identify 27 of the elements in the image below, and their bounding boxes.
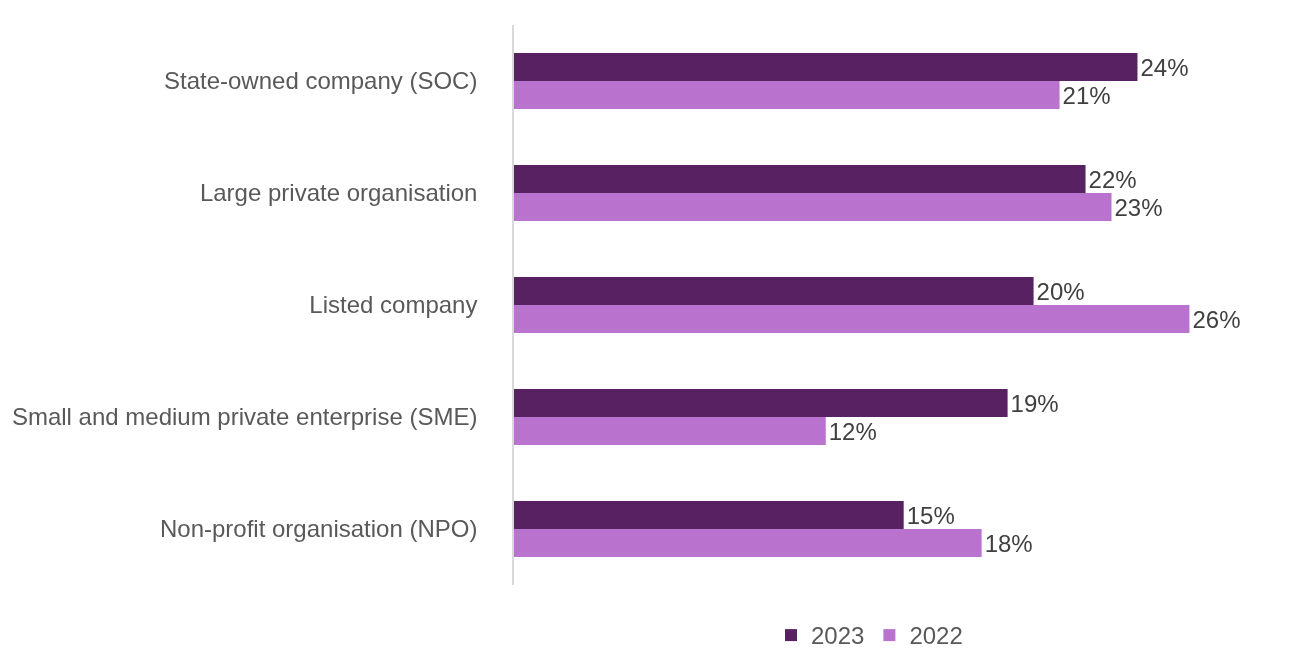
data-label: 21% — [1062, 81, 1111, 109]
legend-label: 2022 — [909, 622, 963, 650]
data-label: 26% — [1192, 305, 1241, 333]
data-label: 15% — [906, 501, 955, 529]
bar — [514, 305, 1190, 333]
y-tick-label: Small and medium private enterprise (SME) — [11, 403, 478, 431]
bar — [514, 53, 1138, 81]
bar — [514, 165, 1086, 193]
data-label: 24% — [1140, 53, 1189, 81]
y-tick-label: Non-profit organisation (NPO) — [159, 515, 478, 543]
bar — [514, 501, 904, 529]
bar — [514, 81, 1060, 109]
legend-label: 2023 — [811, 622, 865, 650]
data-label: 22% — [1088, 165, 1137, 193]
bar — [514, 389, 1008, 417]
bar — [514, 417, 826, 445]
bar — [514, 193, 1112, 221]
bar — [514, 529, 982, 557]
y-tick-label: Listed company — [309, 291, 478, 319]
bar — [514, 277, 1034, 305]
data-label: 23% — [1114, 193, 1163, 221]
data-label: 19% — [1010, 389, 1059, 417]
y-tick-label: Large private organisation — [199, 179, 478, 207]
data-label: 12% — [828, 417, 877, 445]
data-label: 18% — [984, 529, 1033, 557]
data-label: 20% — [1036, 277, 1085, 305]
y-tick-label: State-owned company (SOC) — [163, 67, 478, 95]
